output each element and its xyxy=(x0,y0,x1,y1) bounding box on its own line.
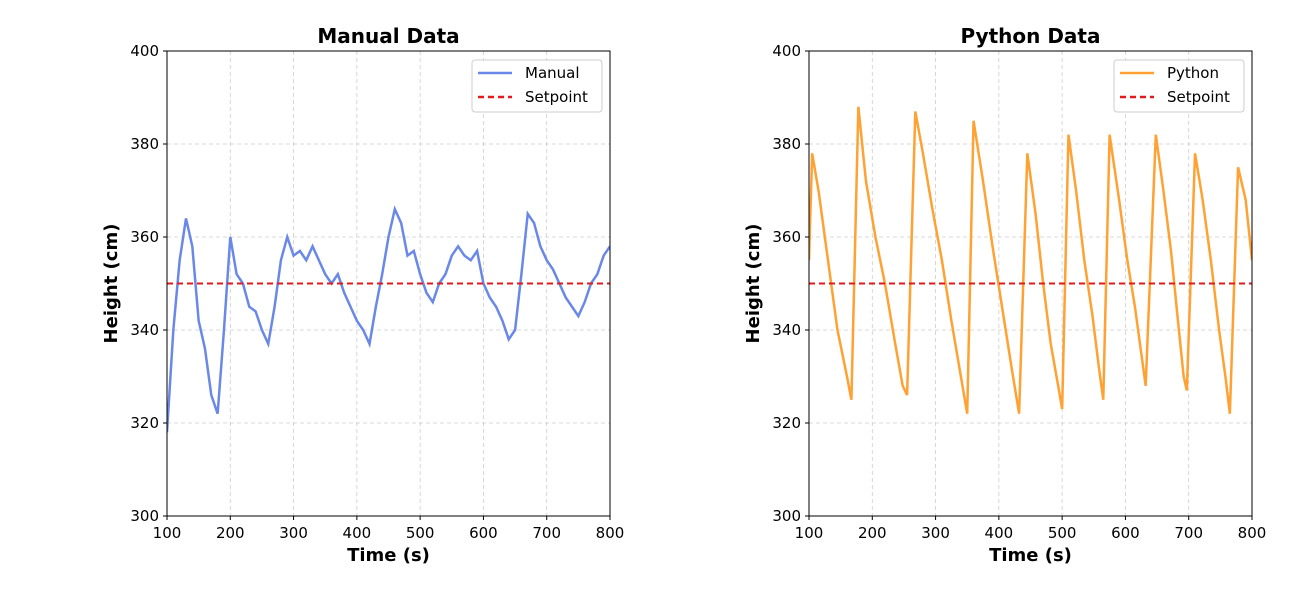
y-tick-label: 380 xyxy=(130,135,159,153)
x-axis-label: Time (s) xyxy=(989,545,1072,566)
x-axis-label: Time (s) xyxy=(347,545,430,566)
x-tick-label: 500 xyxy=(1048,524,1077,542)
x-tick-label: 600 xyxy=(1111,524,1140,542)
legend-label: Setpoint xyxy=(1167,88,1230,106)
legend-label: Manual xyxy=(525,64,580,82)
y-tick-label: 300 xyxy=(772,507,801,525)
x-tick-label: 200 xyxy=(858,524,887,542)
y-tick-label: 360 xyxy=(772,228,801,246)
y-axis-label: Height (cm) xyxy=(743,224,764,344)
series-line xyxy=(809,106,1252,414)
y-tick-label: 300 xyxy=(130,507,159,525)
y-axis-label: Height (cm) xyxy=(101,224,122,344)
x-tick-label: 500 xyxy=(406,524,435,542)
x-tick-label: 600 xyxy=(469,524,498,542)
y-tick-label: 360 xyxy=(130,228,159,246)
axes-frame xyxy=(166,50,611,517)
x-tick-label: 300 xyxy=(921,524,950,542)
series-line xyxy=(167,205,610,433)
y-tick-label: 340 xyxy=(130,321,159,339)
y-tick-label: 400 xyxy=(772,42,801,60)
legend-label: Setpoint xyxy=(525,88,588,106)
chart-title: Manual Data xyxy=(317,24,459,48)
x-tick-label: 200 xyxy=(216,524,245,542)
y-tick-label: 380 xyxy=(772,135,801,153)
axes-frame xyxy=(808,50,1253,517)
legend-label: Python xyxy=(1167,64,1219,82)
y-tick-label: 320 xyxy=(130,414,159,432)
chart-title: Python Data xyxy=(961,24,1101,48)
x-tick-label: 300 xyxy=(279,524,308,542)
y-tick-label: 400 xyxy=(130,42,159,60)
x-tick-label: 700 xyxy=(532,524,561,542)
x-tick-label: 800 xyxy=(596,524,625,542)
x-tick-label: 400 xyxy=(985,524,1014,542)
y-tick-label: 320 xyxy=(772,414,801,432)
x-tick-label: 700 xyxy=(1174,524,1203,542)
x-tick-label: 800 xyxy=(1238,524,1267,542)
x-tick-label: 100 xyxy=(153,524,182,542)
x-tick-label: 100 xyxy=(795,524,824,542)
x-tick-label: 400 xyxy=(343,524,372,542)
y-tick-label: 340 xyxy=(772,321,801,339)
